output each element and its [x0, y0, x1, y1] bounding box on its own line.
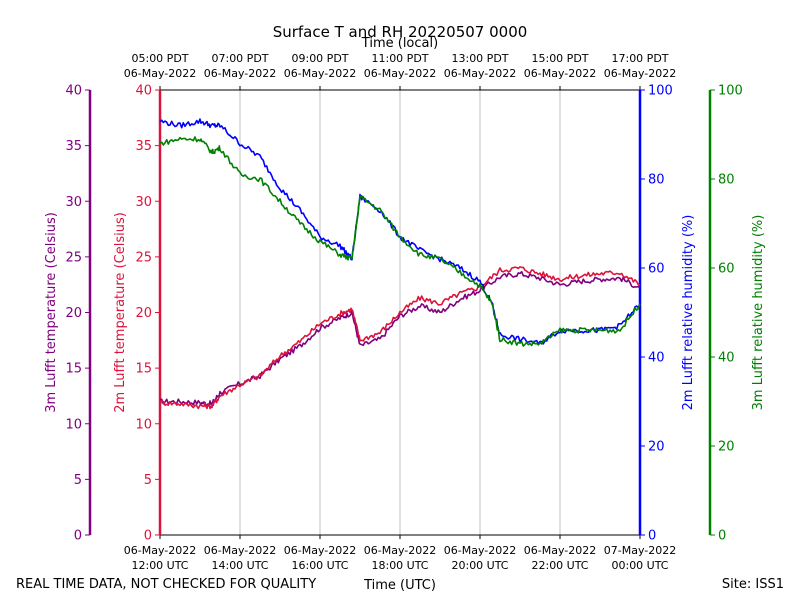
x-tick-local-date: 06-May-2022	[444, 67, 516, 80]
x-tick-local-time: 11:00 PDT	[371, 52, 428, 65]
y-tick-label-t2: 5	[144, 473, 152, 488]
site-label: Site: ISS1	[722, 577, 784, 592]
x-tick-local-date: 06-May-2022	[204, 67, 276, 80]
x-tick-local-time: 15:00 PDT	[531, 52, 588, 65]
y-tick-label-rh3: 100	[718, 84, 743, 99]
y-tick-label-rh3: 60	[718, 262, 735, 277]
x-tick-utc-time: 22:00 UTC	[531, 559, 588, 572]
series-line-t3	[159, 270, 641, 407]
x-tick-local-date: 06-May-2022	[524, 67, 596, 80]
x-tick-utc-date: 06-May-2022	[284, 544, 356, 557]
x-tick-utc-date: 06-May-2022	[124, 544, 196, 557]
y-tick-label-t2: 15	[135, 362, 152, 377]
x-tick-utc-date: 06-May-2022	[364, 544, 436, 557]
y-tick-label-t3: 10	[65, 417, 82, 432]
x-tick-local-date: 06-May-2022	[604, 67, 676, 80]
y-axis-label-rh3: 3m Lufft relative humidity (%)	[751, 215, 766, 411]
y-tick-label-t3: 5	[74, 473, 82, 488]
x-tick-utc-time: 00:00 UTC	[611, 559, 668, 572]
series-line-rh2	[159, 118, 641, 345]
x-tick-utc-time: 14:00 UTC	[211, 559, 268, 572]
y-tick-label-t3: 15	[65, 362, 82, 377]
series-line-t2	[159, 266, 641, 410]
y-tick-label-rh3: 40	[718, 351, 735, 366]
series-line-rh3	[159, 136, 641, 347]
x-tick-local-time: 05:00 PDT	[131, 52, 188, 65]
y-tick-label-rh2: 20	[648, 440, 665, 455]
y-tick-label-t2: 40	[135, 84, 152, 99]
y-tick-label-t3: 25	[65, 250, 82, 265]
x-tick-utc-date: 06-May-2022	[444, 544, 516, 557]
x-tick-utc-time: 20:00 UTC	[451, 559, 508, 572]
y-tick-label-t2: 30	[135, 195, 152, 210]
y-tick-label-t2: 20	[135, 306, 152, 321]
y-tick-label-t3: 0	[74, 529, 82, 544]
y-axis-label-rh2: 2m Lufft relative humidity (%)	[681, 215, 696, 411]
x-tick-local-time: 17:00 PDT	[611, 52, 668, 65]
x-tick-utc-time: 18:00 UTC	[371, 559, 428, 572]
y-tick-label-rh3: 20	[718, 440, 735, 455]
x-tick-utc-date: 06-May-2022	[524, 544, 596, 557]
y-tick-label-t3: 30	[65, 195, 82, 210]
y-tick-label-t2: 0	[144, 529, 152, 544]
y-axis-label-t2: 2m Lufft temperature (Celsius)	[113, 212, 128, 413]
x-tick-local-time: 07:00 PDT	[211, 52, 268, 65]
y-tick-label-t3: 35	[65, 139, 82, 154]
x-tick-local-time: 13:00 PDT	[451, 52, 508, 65]
quality-note: REAL TIME DATA, NOT CHECKED FOR QUALITY	[16, 577, 316, 592]
y-tick-label-t2: 35	[135, 139, 152, 154]
x-tick-utc-date: 06-May-2022	[204, 544, 276, 557]
y-axis-label-t3: 3m Lufft temperature (Celsius)	[44, 212, 59, 413]
x-tick-local-date: 06-May-2022	[284, 67, 356, 80]
y-tick-label-rh2: 100	[648, 84, 673, 99]
y-tick-label-rh3: 0	[718, 529, 726, 544]
y-tick-label-rh2: 40	[648, 351, 665, 366]
x-tick-utc-date: 07-May-2022	[604, 544, 676, 557]
x-tick-local-time: 09:00 PDT	[291, 52, 348, 65]
top-axis-label: Time (local)	[361, 36, 438, 51]
y-tick-label-rh3: 80	[718, 173, 735, 188]
y-tick-label-rh2: 80	[648, 173, 665, 188]
x-tick-utc-time: 12:00 UTC	[131, 559, 188, 572]
x-tick-local-date: 06-May-2022	[364, 67, 436, 80]
chart-title: Surface T and RH 20220507 0000	[273, 23, 528, 41]
y-tick-label-t2: 25	[135, 250, 152, 265]
x-tick-local-date: 06-May-2022	[124, 67, 196, 80]
y-tick-label-t3: 20	[65, 306, 82, 321]
y-tick-label-rh2: 60	[648, 262, 665, 277]
bottom-axis-label: Time (UTC)	[363, 578, 436, 593]
y-tick-label-t2: 10	[135, 417, 152, 432]
y-tick-label-rh2: 0	[648, 529, 656, 544]
x-tick-utc-time: 16:00 UTC	[291, 559, 348, 572]
y-tick-label-t3: 40	[65, 84, 82, 99]
